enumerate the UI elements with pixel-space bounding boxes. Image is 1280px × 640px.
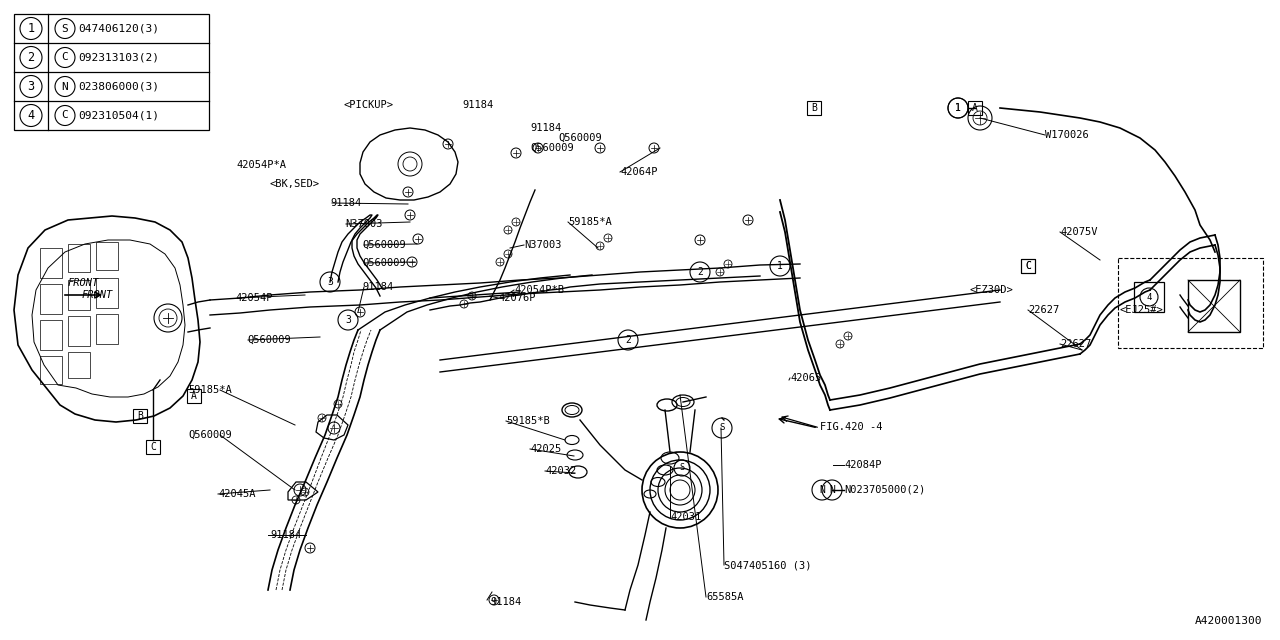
Text: 42032: 42032 (545, 466, 576, 476)
Text: 42025: 42025 (530, 444, 561, 454)
Text: S: S (61, 24, 68, 33)
Text: 91184: 91184 (490, 597, 521, 607)
Text: C: C (61, 52, 68, 63)
Text: 023806000(3): 023806000(3) (78, 81, 159, 92)
Text: 91184: 91184 (462, 100, 493, 110)
Text: Q560009: Q560009 (558, 133, 602, 143)
Text: 42076P: 42076P (498, 293, 535, 303)
Text: N: N (819, 485, 824, 495)
Text: 2: 2 (625, 335, 631, 345)
Text: 42075V: 42075V (1060, 227, 1097, 237)
Text: 4: 4 (1147, 292, 1152, 301)
Text: 047406120(3): 047406120(3) (78, 24, 159, 33)
Text: 2: 2 (27, 51, 35, 64)
Text: 42054P: 42054P (236, 293, 273, 303)
Text: C: C (1025, 261, 1030, 271)
Text: N37003: N37003 (524, 240, 562, 250)
Text: 4: 4 (27, 109, 35, 122)
Text: 91184: 91184 (362, 282, 393, 292)
Text: 42084P: 42084P (844, 460, 882, 470)
Text: N: N (61, 81, 68, 92)
Text: Q560009: Q560009 (188, 430, 232, 440)
Text: A: A (191, 391, 197, 401)
Text: 1: 1 (955, 103, 961, 113)
Text: A420001300: A420001300 (1194, 616, 1262, 626)
Text: 91184: 91184 (530, 123, 561, 133)
Text: B: B (812, 103, 817, 113)
Text: N023705000(2): N023705000(2) (844, 485, 925, 495)
Text: <EZ30D>: <EZ30D> (970, 285, 1014, 295)
Text: 91184: 91184 (270, 530, 301, 540)
Text: 092313103(2): 092313103(2) (78, 52, 159, 63)
Text: 092310504(1): 092310504(1) (78, 111, 159, 120)
Text: 22627: 22627 (1028, 305, 1060, 315)
Text: 3: 3 (328, 277, 333, 287)
Text: 59185*A: 59185*A (568, 217, 612, 227)
Text: Q560009: Q560009 (530, 143, 573, 153)
Text: FRONT: FRONT (68, 278, 99, 288)
Text: 59185*A: 59185*A (188, 385, 232, 395)
Text: N: N (829, 485, 835, 495)
Text: S: S (680, 463, 685, 472)
Text: W170026: W170026 (1044, 130, 1089, 140)
Text: 42031: 42031 (669, 512, 701, 522)
Text: <EJ25#>: <EJ25#> (1120, 305, 1164, 315)
Text: FIG.420 -4: FIG.420 -4 (820, 422, 882, 432)
Text: C: C (61, 111, 68, 120)
Text: <PICKUP>: <PICKUP> (344, 100, 394, 110)
Text: A: A (972, 103, 978, 113)
Text: 1: 1 (955, 103, 961, 113)
Text: 3: 3 (346, 315, 351, 325)
Text: C: C (150, 442, 156, 452)
Text: 42064P: 42064P (620, 167, 658, 177)
Text: Q560009: Q560009 (362, 240, 406, 250)
Text: B: B (137, 411, 143, 421)
Text: Q560009: Q560009 (362, 258, 406, 268)
Text: 3: 3 (27, 80, 35, 93)
Text: 42054P*B: 42054P*B (515, 285, 564, 295)
Text: <BK,SED>: <BK,SED> (269, 179, 319, 189)
Text: 42065: 42065 (790, 373, 822, 383)
Text: N37003: N37003 (346, 219, 383, 229)
Text: 2: 2 (698, 267, 703, 277)
Text: S: S (719, 424, 724, 433)
Text: 22627: 22627 (1060, 339, 1092, 349)
Text: 65585A: 65585A (707, 592, 744, 602)
Text: S047405160 (3): S047405160 (3) (724, 560, 812, 570)
Text: 91184: 91184 (330, 198, 361, 208)
Text: 42054P*A: 42054P*A (236, 160, 285, 170)
Text: 59185*B: 59185*B (506, 416, 549, 426)
Text: Q560009: Q560009 (247, 335, 291, 345)
Text: 1: 1 (27, 22, 35, 35)
Text: 42045A: 42045A (218, 489, 256, 499)
Text: FRONT: FRONT (82, 290, 113, 300)
Text: 1: 1 (777, 261, 783, 271)
Text: C: C (1025, 261, 1030, 271)
